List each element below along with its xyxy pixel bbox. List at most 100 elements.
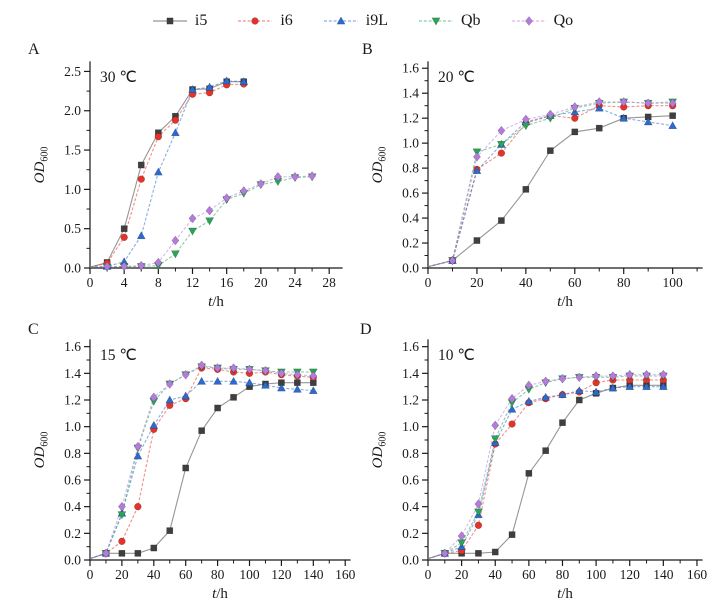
x-tick-label: 0 xyxy=(87,567,94,582)
x-tick-label: 0 xyxy=(425,275,432,290)
x-tick-label: 140 xyxy=(653,567,674,582)
x-tick-label: 8 xyxy=(155,275,162,290)
y-axis-label: OD600 xyxy=(32,432,51,469)
series-Qo-markers xyxy=(448,97,677,266)
legend-item-Qo: Qo xyxy=(511,12,574,29)
i9L-legend-marker-icon xyxy=(323,16,358,25)
chart-panel-a-30c: 0 4 8 12 16 20 24 28 0.0 0.5 1.0 1.5 2.0 2.5 30 ℃ OD600… xyxy=(20,36,360,314)
y-tick-label: 0.2 xyxy=(402,236,419,251)
y-tick-label: 1.6 xyxy=(64,339,81,354)
series-i9L-line xyxy=(89,80,244,268)
x-tick-label: 0 xyxy=(425,567,432,582)
x-tick-label: 80 xyxy=(556,567,570,582)
x-tick-label: 80 xyxy=(211,567,225,582)
chart-panel-b-20c: 0 20 40 60 80 100 0.0 0.2 0.4 0.6 0.8 1.0 1.2 1.4 1.6 2… xyxy=(358,36,718,314)
temperature-label: 15 ℃ xyxy=(100,347,137,364)
y-tick-label: 0.8 xyxy=(64,446,81,461)
y-tick-label: 0.6 xyxy=(402,186,419,201)
series-Qo-markers xyxy=(103,171,317,272)
y-tick-label: 0.6 xyxy=(402,473,419,488)
y-tick-label: 0.4 xyxy=(402,499,419,514)
x-tick-label: 100 xyxy=(586,567,607,582)
x-tick-label: 40 xyxy=(147,567,161,582)
x-axis-label: t/h xyxy=(212,586,228,602)
series-Qb-line xyxy=(427,101,673,268)
legend-label-Qb: Qb xyxy=(461,12,481,29)
series-i5-line xyxy=(427,115,673,268)
x-axis-label: t/h xyxy=(208,294,224,310)
legend-label-i9L: i9L xyxy=(365,12,388,29)
legend-label-i6: i6 xyxy=(280,12,293,29)
x-tick-label: 20 xyxy=(470,275,484,290)
y-tick-label: 1.2 xyxy=(64,393,81,408)
tick-marks xyxy=(422,67,698,274)
temperature-label: 10 ℃ xyxy=(438,347,475,364)
series-Qb-line xyxy=(427,375,664,560)
x-tick-label: 80 xyxy=(617,275,631,290)
y-tick-label: 0.0 xyxy=(402,553,419,568)
y-tick-label: 1.2 xyxy=(402,393,419,408)
series-Qo-line xyxy=(427,374,664,560)
panel-label-a: A xyxy=(28,41,40,58)
temperature-label: 30 ℃ xyxy=(100,69,137,86)
Qo-legend-marker-icon xyxy=(511,16,546,26)
x-tick-label: 100 xyxy=(663,275,684,290)
y-tick-label: 0.4 xyxy=(64,499,81,514)
x-tick-label: 20 xyxy=(254,275,268,290)
figure-legend: i5 i6 i9L Qb Qo xyxy=(0,8,725,34)
y-tick-label: 0.0 xyxy=(402,261,419,276)
x-tick-label: 40 xyxy=(488,567,502,582)
tick-labels: 0 20 40 60 80 100 120 140 160 0.0 0.2 0.4 0.6 0.8 1.0 1… xyxy=(402,339,707,582)
x-tick-label: 160 xyxy=(335,567,356,582)
series-i6-line xyxy=(89,367,314,560)
temperature-label: 20 ℃ xyxy=(438,69,475,86)
legend-item-i6: i6 xyxy=(237,12,293,29)
y-tick-label: 1.0 xyxy=(64,419,81,434)
chart-svg-panel-c: 0 20 40 60 80 100 120 140 160 0.0 0.2 0.4 0.6 0.8 1.0 1… xyxy=(32,339,356,602)
tick-marks xyxy=(84,70,330,274)
y-tick-label: 1.4 xyxy=(402,86,419,101)
y-tick-label: 0.0 xyxy=(64,553,81,568)
legend-label-i5: i5 xyxy=(194,12,208,29)
series-i6-line xyxy=(427,105,673,268)
legend-label-Qo: Qo xyxy=(553,12,574,29)
x-tick-label: 60 xyxy=(522,567,536,582)
y-tick-label: 1.0 xyxy=(64,182,81,197)
y-tick-label: 0.2 xyxy=(402,526,419,541)
series-Qb-line xyxy=(89,366,314,560)
series-i5-markers xyxy=(449,112,676,264)
tick-labels: 0 20 40 60 80 100 0.0 0.2 0.4 0.6 0.8 1.0 1.2 1.4 1.6 xyxy=(402,61,683,290)
series-Qb-line xyxy=(90,176,313,268)
y-axis-label: OD600 xyxy=(32,147,51,184)
i6-legend-marker-icon xyxy=(238,17,273,25)
series-i9L-line xyxy=(427,107,673,268)
y-tick-label: 0.8 xyxy=(402,446,419,461)
y-tick-label: 2.5 xyxy=(64,64,81,79)
x-tick-label: 120 xyxy=(271,567,292,582)
series-i5-line xyxy=(89,382,314,560)
y-tick-label: 0.4 xyxy=(402,211,419,226)
series-group xyxy=(89,360,318,560)
x-tick-label: 60 xyxy=(568,275,582,290)
x-tick-label: 12 xyxy=(186,275,200,290)
tick-marks xyxy=(84,346,346,566)
x-tick-label: 60 xyxy=(179,567,193,582)
legend-item-i9L: i9L xyxy=(323,13,388,29)
x-tick-label: 40 xyxy=(519,275,533,290)
panel-label-b: B xyxy=(362,41,373,58)
chart-svg-panel-b: 0 20 40 60 80 100 0.0 0.2 0.4 0.6 0.8 1.0 1.2 1.4 1.6 2… xyxy=(370,61,703,310)
y-tick-label: 1.4 xyxy=(402,366,419,381)
series-i9L-markers xyxy=(101,376,318,557)
legend-item-i5: i5 xyxy=(152,13,207,29)
series-Qo-markers xyxy=(440,369,668,559)
y-tick-label: 1.6 xyxy=(402,61,419,76)
tick-marks xyxy=(422,346,698,566)
y-tick-label: 1.6 xyxy=(402,339,419,354)
y-tick-label: 0.0 xyxy=(64,261,81,276)
series-i6-markers xyxy=(448,102,677,265)
series-Qb-markers xyxy=(448,98,678,266)
x-tick-label: 100 xyxy=(239,567,260,582)
series-i6-line xyxy=(427,379,664,560)
chart-svg-panel-a: 0 4 8 12 16 20 24 28 0.0 0.5 1.0 1.5 2.0 2.5 30 ℃ OD600… xyxy=(32,61,343,310)
